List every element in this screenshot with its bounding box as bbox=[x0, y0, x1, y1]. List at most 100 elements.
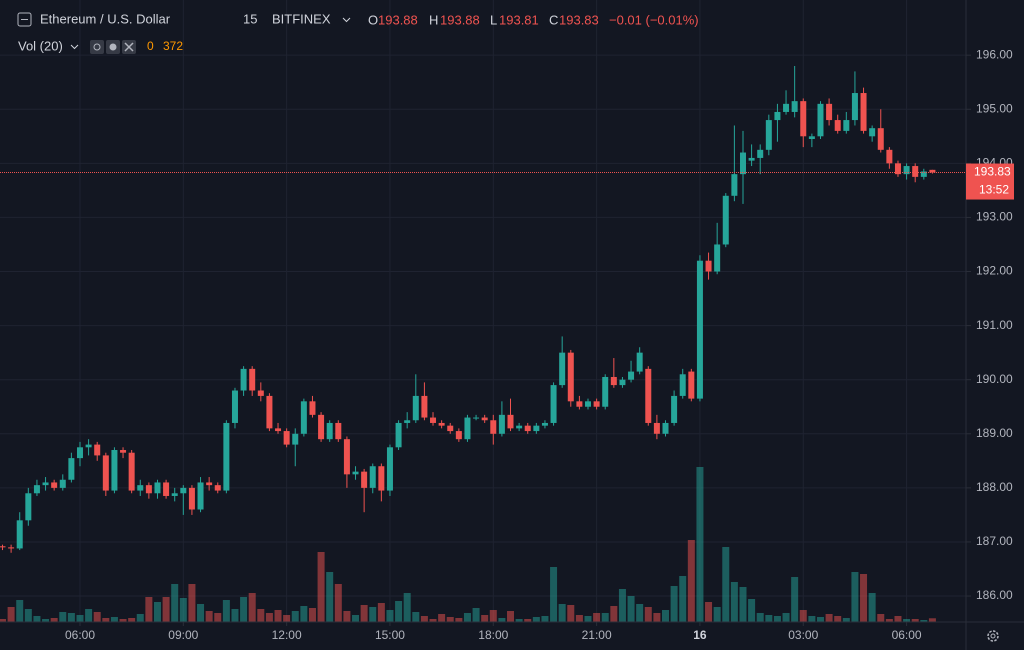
settings-gear[interactable] bbox=[987, 630, 999, 642]
volume-bar bbox=[248, 593, 256, 622]
gear[interactable] bbox=[987, 630, 999, 642]
candle-body bbox=[498, 414, 505, 434]
volume-bar bbox=[162, 597, 170, 622]
x-tick-label: 15:00 bbox=[375, 628, 405, 642]
volume-bar bbox=[842, 618, 850, 622]
x-tick-label: 18:00 bbox=[478, 628, 508, 642]
volume-bar bbox=[420, 616, 428, 622]
candle-body bbox=[920, 171, 927, 177]
volume-bar bbox=[102, 618, 110, 622]
chevron[interactable] bbox=[70, 44, 79, 50]
gear bbox=[990, 633, 996, 639]
candle-body bbox=[464, 417, 471, 440]
candle-body bbox=[705, 260, 712, 272]
volume-bar bbox=[153, 602, 161, 622]
candle-body bbox=[481, 417, 488, 421]
candle-body bbox=[223, 422, 230, 491]
volume-bar bbox=[222, 600, 230, 622]
x-tick-label: 12:00 bbox=[272, 628, 302, 642]
candle-body bbox=[473, 417, 480, 419]
volume-bar bbox=[920, 620, 928, 622]
volume-bar bbox=[816, 617, 824, 622]
axes: 186.00 187.00 188.00 189.00 190.00 191.00 192.… bbox=[0, 47, 1014, 642]
x-tick-label: 06:00 bbox=[892, 628, 922, 642]
candle-body bbox=[76, 447, 83, 459]
settings-icon bbox=[109, 43, 117, 51]
volume-bar bbox=[85, 609, 93, 622]
interval: 15 bbox=[243, 11, 257, 26]
volume-bar bbox=[928, 618, 936, 622]
collapse-icon[interactable] bbox=[17, 12, 32, 27]
volume-bar bbox=[188, 584, 196, 622]
volume-bar bbox=[558, 604, 566, 622]
volume-bar bbox=[59, 612, 67, 622]
candle-body bbox=[662, 422, 669, 434]
volume-bar bbox=[550, 567, 558, 622]
x-tick-label: 06:00 bbox=[65, 628, 95, 642]
candle-body bbox=[128, 452, 135, 491]
volume-bar bbox=[429, 619, 437, 622]
candle-body bbox=[257, 390, 264, 396]
candle-body bbox=[791, 101, 798, 112]
volume-bar bbox=[145, 597, 153, 622]
candle-body bbox=[800, 101, 807, 137]
eye-icon[interactable] bbox=[90, 40, 104, 54]
candle-body bbox=[300, 401, 307, 434]
volume-bar bbox=[524, 619, 532, 622]
candle-body bbox=[180, 487, 187, 494]
candle-body bbox=[455, 431, 462, 440]
candle-body bbox=[628, 371, 635, 380]
volume-bar bbox=[507, 611, 515, 622]
candle-body bbox=[877, 128, 884, 150]
candle-body bbox=[249, 368, 256, 391]
x-tick-label: 21:00 bbox=[582, 628, 612, 642]
candle-body bbox=[765, 120, 772, 150]
volume-bar bbox=[885, 619, 893, 622]
y-tick-label: 188.00 bbox=[976, 480, 1013, 494]
volume-bar bbox=[722, 547, 730, 622]
volume-bar bbox=[575, 615, 583, 622]
candle-body bbox=[679, 374, 686, 396]
volume-bar bbox=[627, 596, 635, 622]
chevron[interactable] bbox=[342, 17, 351, 23]
symbol[interactable]: Ethereum / U.S. Dollar bbox=[40, 11, 171, 26]
volume-bar bbox=[317, 552, 325, 622]
legend-header: Ethereum / U.S. Dollar 15 BITFINEX O 193… bbox=[17, 11, 699, 54]
volume-bar bbox=[696, 467, 704, 622]
x-tick-label: 09:00 bbox=[168, 628, 198, 642]
candle-body bbox=[283, 431, 290, 445]
volume-bar bbox=[730, 582, 738, 622]
countdown-label: 13:52 bbox=[979, 183, 1009, 197]
volume-bar bbox=[868, 593, 876, 622]
volume-bar bbox=[308, 608, 316, 622]
candle-body bbox=[16, 520, 23, 549]
volume-bar bbox=[231, 609, 239, 622]
volume-bar bbox=[644, 607, 652, 622]
candle-body bbox=[757, 149, 764, 158]
candle-body bbox=[739, 152, 746, 175]
volume-bar bbox=[765, 615, 773, 622]
volume-bar bbox=[653, 613, 661, 622]
candle-body bbox=[309, 401, 316, 415]
candle-body bbox=[903, 166, 910, 175]
y-tick-label: 196.00 bbox=[976, 47, 1013, 61]
candle-body bbox=[843, 120, 850, 131]
x-tick-label: 03:00 bbox=[788, 628, 818, 642]
ohlc-value: 193.88 bbox=[440, 12, 480, 27]
candle-body bbox=[188, 487, 195, 510]
volume-bar bbox=[50, 618, 58, 622]
candle-body bbox=[567, 352, 574, 402]
ohlc-label: O bbox=[368, 12, 378, 27]
last-price-label: 193.83 bbox=[974, 165, 1011, 179]
volume-bar bbox=[386, 610, 394, 622]
volume-bar bbox=[403, 593, 411, 622]
volume-bar bbox=[532, 617, 540, 622]
y-tick-label: 193.00 bbox=[976, 210, 1013, 224]
volume-bar bbox=[748, 599, 756, 622]
volume-bar bbox=[24, 609, 32, 622]
candle-body bbox=[369, 466, 376, 488]
volume-bar bbox=[240, 597, 248, 622]
exchange: BITFINEX bbox=[272, 11, 331, 26]
volume-bar bbox=[326, 572, 334, 622]
